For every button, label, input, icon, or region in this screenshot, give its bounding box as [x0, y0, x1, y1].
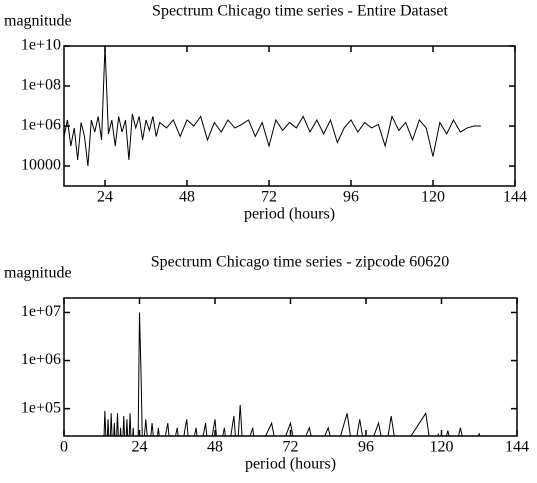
line-series — [103, 312, 481, 436]
x-tick-label: 72 — [283, 439, 299, 456]
chart-title: Spectrum Chicago time series - Entire Da… — [152, 3, 448, 20]
x-axis-label: period (hours) — [245, 456, 336, 473]
x-tick-label: 0 — [60, 439, 68, 456]
x-tick-label: 96 — [358, 439, 374, 456]
x-tick-label: 144 — [503, 189, 527, 206]
plot-frame — [63, 45, 516, 187]
x-axis-label: period (hours) — [244, 206, 335, 223]
x-tick-label: 48 — [179, 189, 195, 206]
x-tick-label: 48 — [207, 439, 223, 456]
y-tick-label: 1e+06 — [21, 117, 61, 134]
x-tick-label: 24 — [132, 439, 148, 456]
y-axis-label: magnitude — [4, 13, 72, 30]
x-tick-label: 120 — [421, 189, 445, 206]
y-tick-label: 1e+05 — [21, 399, 61, 416]
x-tick-label: 72 — [261, 189, 277, 206]
x-tick-label: 24 — [97, 189, 113, 206]
y-tick-label: 1e+10 — [21, 37, 61, 54]
x-tick-label: 144 — [505, 439, 529, 456]
y-tick-label: 1e+07 — [21, 303, 61, 320]
y-axis-label: magnitude — [4, 265, 72, 282]
plot: Spectrum Chicago time series - zipcode 6… — [4, 254, 529, 473]
y-tick-label: 1e+08 — [21, 77, 61, 94]
plot: Spectrum Chicago time series - Entire Da… — [4, 3, 527, 223]
y-tick-label: 1e+06 — [21, 351, 61, 368]
x-tick-label: 120 — [430, 439, 454, 456]
y-tick-label: 10000 — [21, 157, 61, 174]
x-tick-label: 96 — [343, 189, 359, 206]
plot-frame — [63, 297, 518, 437]
chart-title: Spectrum Chicago time series - zipcode 6… — [151, 254, 450, 271]
line-series — [64, 46, 481, 167]
